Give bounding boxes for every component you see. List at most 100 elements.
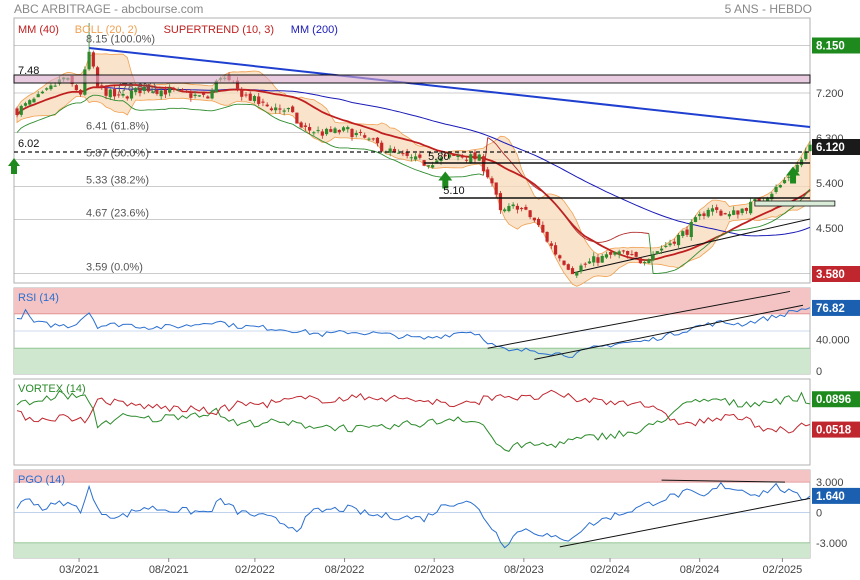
candle-body — [74, 85, 78, 91]
candle-body — [252, 96, 257, 102]
price-badge-bg — [812, 266, 860, 282]
candle-body — [503, 209, 507, 212]
candle-body — [706, 209, 710, 217]
supertrend-seg — [317, 138, 323, 142]
pgo-label: PGO (14) — [18, 474, 65, 486]
candle-body — [79, 89, 83, 95]
buy-arrow — [438, 171, 453, 189]
x-tick-label: 08/2024 — [680, 564, 720, 576]
candle-body — [778, 185, 782, 188]
supertrend-seg — [101, 95, 107, 99]
candle-body — [248, 93, 252, 101]
supertrend-seg — [59, 107, 64, 112]
candle-body — [613, 252, 617, 255]
supertrend-seg — [678, 264, 684, 269]
supertrend-seg — [580, 235, 586, 239]
supertrend-seg — [288, 122, 293, 125]
chart-title: ABC ARBITRAGE - abcbourse.com — [14, 2, 204, 16]
pgo-line — [16, 481, 811, 549]
price-y-tick: 4.500 — [816, 223, 844, 235]
supertrend-seg — [390, 158, 395, 161]
candle-body — [189, 93, 193, 98]
candle-body — [206, 96, 210, 99]
candle-body — [350, 128, 354, 138]
supertrend-seg — [233, 103, 238, 106]
supertrend-seg — [729, 230, 734, 233]
candle-body — [774, 186, 778, 192]
price-badge: 6.120 — [816, 142, 845, 154]
fib-label: 4.67 (23.6%) — [86, 208, 149, 220]
supertrend-seg — [674, 267, 679, 271]
supertrend-seg — [805, 188, 811, 195]
candle-body — [426, 165, 430, 167]
supertrend-seg — [216, 108, 221, 111]
candle-body — [134, 87, 138, 93]
supertrend-seg — [373, 150, 378, 153]
candle-body — [265, 104, 269, 107]
supertrend-seg — [517, 169, 522, 176]
supertrend-seg — [669, 269, 675, 272]
supertrend-seg — [131, 107, 136, 111]
fib-label-78: (78.6%) — [118, 82, 157, 94]
candle-body — [749, 201, 753, 214]
candle-body — [36, 94, 40, 98]
candle-body — [770, 193, 774, 200]
candle-body — [367, 138, 371, 140]
candle-body — [295, 112, 299, 124]
supertrend-seg — [737, 229, 743, 231]
candle-body — [354, 132, 358, 136]
candle-body — [329, 129, 333, 132]
candle-body — [494, 182, 498, 195]
candle-body — [214, 80, 218, 93]
x-tick-label: 02/2022 — [235, 564, 275, 576]
supertrend-seg — [385, 156, 391, 160]
candle-body — [151, 91, 155, 93]
resistance-zone — [13, 74, 811, 84]
supertrend-seg — [754, 226, 760, 228]
candle-body — [626, 251, 630, 255]
candle-body — [414, 156, 418, 160]
supertrend-seg — [491, 139, 497, 145]
x-tick-label: 02/2023 — [414, 564, 454, 576]
candle-body — [15, 108, 19, 115]
candle-body — [380, 142, 384, 152]
candle-body — [155, 90, 159, 94]
candle-body — [600, 255, 604, 263]
rsi-y-tick: 40.000 — [816, 335, 850, 347]
supertrend-seg — [33, 119, 39, 123]
candle-body — [520, 208, 524, 210]
candle-body — [121, 93, 125, 96]
candle-body — [320, 131, 324, 136]
candle-body — [753, 199, 757, 201]
supertrend-seg — [550, 198, 556, 205]
vortex-label: VORTEX (14) — [18, 383, 86, 395]
support-line — [572, 218, 811, 274]
level-label: 6.02 — [18, 138, 39, 150]
candle-body — [100, 85, 104, 88]
supertrend-seg — [262, 109, 268, 114]
supertrend-seg — [534, 186, 539, 190]
rsi-overbought-zone — [14, 288, 810, 314]
vortex-minus-line — [16, 389, 811, 434]
candle-body — [486, 169, 490, 178]
candle-body — [795, 164, 799, 173]
fib-label: 8.15 (100.0%) — [86, 34, 155, 46]
supertrend-seg — [411, 167, 416, 171]
candle-body — [32, 98, 36, 103]
candle-body — [439, 157, 443, 162]
rsi-y-tick: 0 — [816, 366, 822, 378]
supertrend-seg — [640, 231, 645, 234]
candle-body — [464, 159, 469, 161]
supertrend-seg — [313, 135, 319, 140]
supertrend-seg — [602, 240, 607, 243]
supertrend-seg — [703, 243, 709, 249]
candle-body — [282, 110, 286, 112]
candle-body — [782, 180, 787, 184]
supertrend-seg — [742, 228, 747, 231]
candle-body — [346, 127, 350, 130]
supertrend-seg — [572, 225, 578, 232]
candle-body — [732, 210, 736, 215]
supertrend-seg — [576, 231, 582, 236]
candle-body — [575, 271, 579, 276]
candle-body — [727, 214, 732, 217]
